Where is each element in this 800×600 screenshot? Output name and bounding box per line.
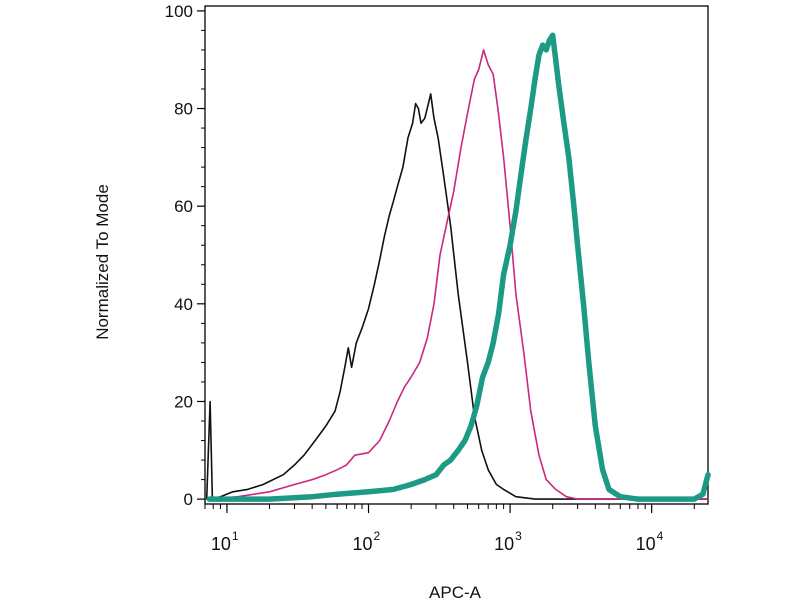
y-tick-label: 60 — [174, 197, 193, 216]
y-tick-label: 40 — [174, 295, 193, 314]
x-tick-exponent: 4 — [657, 529, 664, 543]
x-axis-title: APC-A — [429, 583, 482, 600]
x-tick-exponent: 2 — [374, 529, 381, 543]
y-tick-label: 80 — [174, 100, 193, 119]
y-axis-title: Normalized To Mode — [93, 184, 112, 340]
x-tick-label: 10 — [494, 534, 514, 554]
series-layer — [205, 32, 711, 502]
y-tick-label: 100 — [165, 2, 193, 21]
series-line-1 — [205, 93, 709, 500]
x-tick-exponent: 3 — [515, 529, 522, 543]
y-tick-label: 0 — [184, 490, 193, 509]
axes — [204, 5, 709, 505]
plot-frame — [204, 5, 709, 505]
x-tick-label: 10 — [636, 534, 656, 554]
series-line-2 — [208, 49, 709, 500]
series-line-3 — [206, 32, 711, 502]
y-tick-label: 20 — [174, 392, 193, 411]
x-tick-label: 10 — [353, 534, 373, 554]
x-tick-exponent: 1 — [232, 529, 239, 543]
x-tick-label: 10 — [211, 534, 231, 554]
